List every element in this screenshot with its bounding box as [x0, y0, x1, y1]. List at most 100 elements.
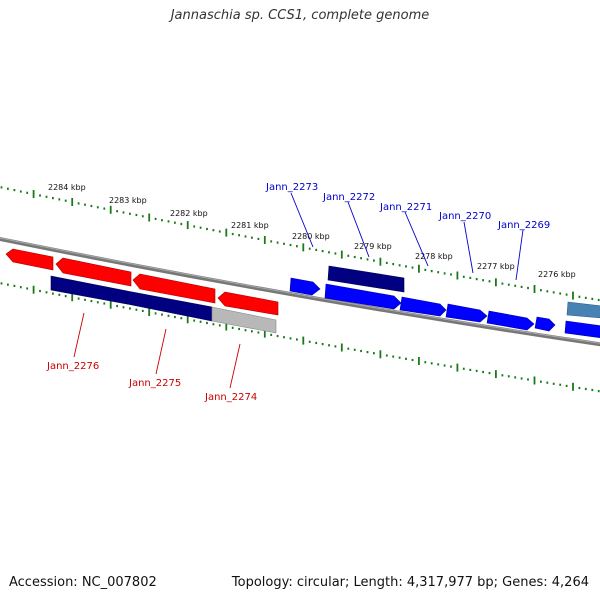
- scale-ring-top-major-tick: [533, 285, 536, 293]
- scale-ring-top-dot: [405, 265, 407, 268]
- scale-ring-bottom-dot: [218, 324, 221, 327]
- gene-label-jann-2270[interactable]: Jann_2270: [438, 211, 491, 222]
- scale-ring-bottom-dot: [45, 291, 48, 294]
- scale-ring-bottom-dot: [540, 380, 542, 383]
- scale-ring-top-dot: [174, 221, 176, 224]
- scale-ring-top-dot: [308, 247, 311, 250]
- scale-ring-bottom-major-tick: [456, 363, 459, 372]
- scale-ring-top-dot: [321, 250, 324, 253]
- gene-arrow-blue[interactable]: [445, 303, 488, 323]
- gene-arrow-red[interactable]: [217, 291, 279, 316]
- scale-ring-bottom-dot: [373, 352, 375, 355]
- scale-ring-bottom-dot: [212, 323, 215, 326]
- scale-ring-bottom-dot: [385, 354, 388, 357]
- scale-label-2276: 2276 kbp: [538, 270, 576, 279]
- scale-ring-top-dot: [64, 199, 67, 202]
- gene-arrow-blue[interactable]: [399, 296, 447, 317]
- scale-ring-top-dot: [334, 252, 337, 255]
- scale-ring-bottom-major-tick: [572, 382, 574, 391]
- scale-ring-top-dot: [0, 186, 3, 189]
- scale-ring-bottom-dot: [405, 357, 407, 360]
- gene-label-jann-2274[interactable]: Jann_2274: [204, 392, 257, 403]
- scale-ring-top-dot: [462, 275, 465, 278]
- scale-ring-top-dot: [122, 211, 125, 214]
- scale-labels: 2284 kbp 2283 kbp 2282 kbp 2281 kbp 2280…: [48, 183, 576, 279]
- scale-ring-top-dot: [443, 272, 446, 275]
- scale-ring-bottom-dot: [64, 295, 67, 298]
- scale-ring-bottom-major-tick: [109, 300, 112, 309]
- genome-backbone: [0, 236, 600, 347]
- scale-ring-bottom-dot: [527, 378, 529, 381]
- leader-line-jann-2272: [347, 201, 370, 258]
- gene-label-jann-2272[interactable]: Jann_2272: [322, 192, 375, 203]
- scale-ring-bottom-dot: [116, 304, 118, 308]
- scale-ring-top-dot: [161, 219, 163, 222]
- gene-arrow-red[interactable]: [55, 257, 132, 287]
- scale-ring-bottom-dot: [167, 314, 170, 317]
- scale-ring-bottom-major-tick: [186, 315, 189, 324]
- scale-ring-bottom-major-tick: [379, 350, 382, 359]
- gene-label-jann-2269[interactable]: Jann_2269: [497, 220, 550, 231]
- gene-group-left: [5, 248, 279, 334]
- scale-ring-bottom-dot: [552, 382, 555, 385]
- scale-ring-bottom-dot: [238, 327, 240, 331]
- scale-ring-top-dot: [398, 264, 401, 267]
- leader-line-jann-2274: [229, 343, 241, 389]
- gene-label-jann-2271[interactable]: Jann_2271: [379, 202, 432, 213]
- scale-ring-top-major-tick: [148, 213, 151, 222]
- genome-backbone-highlight: [0, 237, 600, 344]
- scale-ring-top-dot: [19, 190, 22, 193]
- scale-ring-top-dot: [13, 189, 16, 192]
- gene-block-navy[interactable]: [327, 265, 405, 293]
- gene-arrow-blue[interactable]: [486, 310, 535, 331]
- gene-arrow-red[interactable]: [5, 248, 54, 271]
- scale-ring-bottom-dot: [52, 292, 54, 295]
- scale-ring-top-dot: [591, 297, 594, 300]
- leader-line-jann-2275: [155, 328, 167, 375]
- gene-label-jann-2276[interactable]: Jann_2276: [46, 361, 99, 372]
- scale-ring-bottom-major-tick: [340, 343, 343, 352]
- gene-label-jann-2273[interactable]: Jann_2273: [265, 182, 318, 193]
- scale-ring-top-dot: [565, 293, 568, 296]
- scale-ring-bottom-dot: [154, 312, 157, 315]
- scale-ring-bottom-dot: [180, 317, 183, 320]
- scale-ring-bottom-major-tick: [495, 370, 497, 379]
- gene-arrow-blue[interactable]: [564, 320, 600, 339]
- scale-ring-top-major-tick: [109, 205, 112, 214]
- gene-arrow-red[interactable]: [132, 273, 216, 304]
- scale-ring-top-dot: [90, 204, 93, 208]
- scale-ring-bottom-dot: [334, 345, 337, 348]
- scale-ring-top-dot: [296, 245, 298, 248]
- scale-ring-bottom-dot: [462, 367, 465, 370]
- scale-ring-bottom-dot: [475, 369, 478, 372]
- gene-block-steelblue[interactable]: [566, 301, 600, 319]
- scale-ring-top-dot: [501, 282, 504, 285]
- scale-ring-bottom-dot: [19, 286, 22, 289]
- gene-arrow-blue[interactable]: [324, 283, 402, 310]
- scale-ring-top-dot: [77, 202, 80, 205]
- scale-ring-top-dot: [270, 240, 273, 243]
- scale-ring-bottom-dot: [308, 340, 311, 343]
- scale-ring-top-dot: [475, 278, 478, 281]
- genome-title: Jannaschia sp. CCS1, complete genome: [170, 8, 430, 23]
- gene-labels: Jann_2273 Jann_2272 Jann_2271 Jann_2270 …: [46, 182, 550, 403]
- scale-ring-bottom-dot: [135, 308, 138, 311]
- scale-ring-bottom-dot: [469, 368, 472, 371]
- gene-arrow-blue[interactable]: [289, 277, 321, 296]
- scale-ring-top: [0, 186, 600, 302]
- scale-ring-bottom-dot: [58, 293, 61, 296]
- scale-label-2279: 2279 kbp: [354, 242, 392, 251]
- scale-ring-bottom-major-tick: [148, 308, 151, 317]
- scale-label-2284: 2284 kbp: [48, 183, 86, 192]
- gene-block-gray[interactable]: [211, 306, 277, 334]
- scale-ring-top-dot: [218, 230, 221, 233]
- gene-label-jann-2275[interactable]: Jann_2275: [128, 378, 181, 389]
- scale-ring-top-dot: [507, 283, 510, 286]
- scale-ring-bottom-dot: [257, 331, 260, 334]
- scale-ring-bottom-dot: [507, 375, 510, 378]
- gene-arrow-blue[interactable]: [534, 316, 556, 332]
- scale-ring-top-dot: [251, 236, 253, 239]
- scale-ring-bottom-dot: [424, 361, 427, 364]
- scale-ring-top-dot: [180, 222, 183, 226]
- scale-ring-bottom-dot: [360, 349, 362, 353]
